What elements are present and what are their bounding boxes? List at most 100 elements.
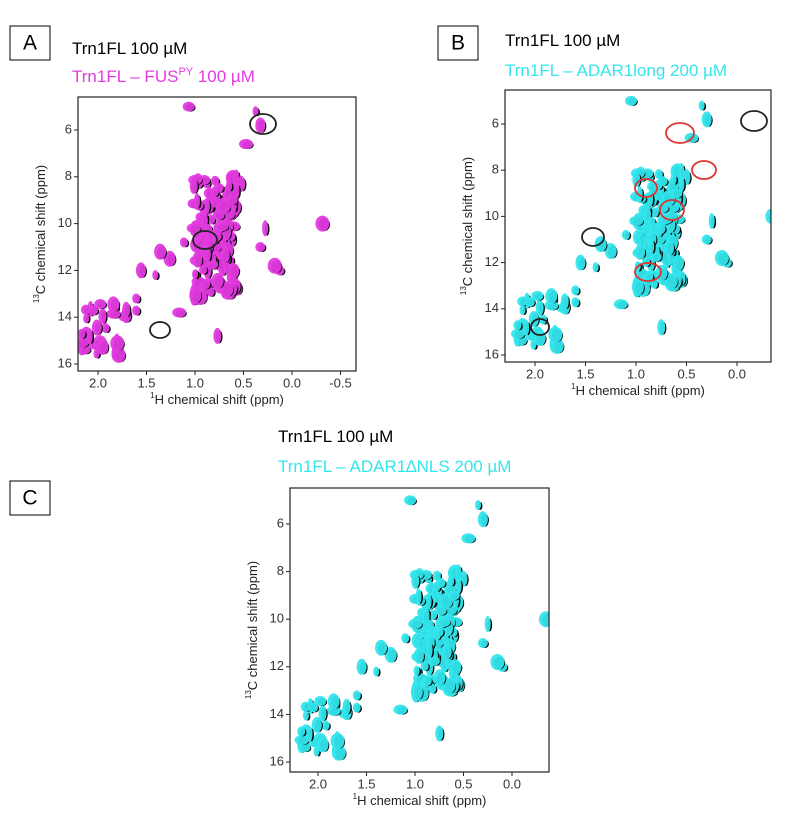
y-axis-sup: 13	[32, 294, 41, 303]
legend-entry: Trn1FL – ADAR1∆NLS 200 µM	[278, 457, 511, 476]
highlight	[665, 122, 695, 144]
peak	[649, 251, 662, 262]
peak	[631, 279, 644, 296]
peak	[330, 732, 345, 749]
peak	[432, 570, 441, 581]
peak	[415, 588, 422, 605]
panel-label-box	[437, 25, 479, 61]
y-axis-sup: 13	[244, 690, 253, 699]
peak	[83, 313, 90, 324]
y-tick-label: 14	[485, 300, 499, 315]
peak	[531, 290, 544, 301]
peak	[426, 641, 433, 658]
panel: A Trn1FL 100 µM Trn1FL – FUSPY 100 µM 2.0 1.…	[9, 25, 357, 407]
peak	[401, 633, 410, 644]
x-tick-label: 1.0	[186, 375, 204, 390]
peak	[650, 207, 659, 218]
y-tick-label: 16	[485, 346, 499, 361]
x-axis-text: H chemical shift (ppm)	[357, 793, 486, 808]
peak	[384, 646, 397, 663]
peak	[642, 256, 651, 267]
x-tick-label: 1.0	[627, 366, 645, 381]
peak	[455, 577, 462, 594]
peak	[421, 608, 430, 625]
peak	[352, 690, 361, 701]
peak	[701, 234, 712, 245]
peak	[96, 338, 109, 355]
peak	[331, 744, 346, 761]
peak	[132, 305, 141, 316]
peak	[435, 577, 446, 588]
peak	[441, 643, 452, 660]
peak	[477, 511, 488, 528]
peak	[300, 701, 311, 712]
peak	[199, 264, 208, 275]
y-tick-label: 16	[270, 753, 284, 768]
peak	[316, 736, 329, 753]
legend-text: 100 µM	[193, 67, 255, 86]
peak	[213, 231, 222, 242]
spectrum	[294, 495, 549, 761]
peak	[315, 215, 330, 232]
peak	[200, 279, 211, 290]
peak	[648, 238, 655, 255]
legend-entry: Trn1FL – FUSPY 100 µM	[72, 66, 255, 87]
peak	[318, 705, 327, 722]
peak	[421, 676, 432, 687]
x-axis-sup: 1	[150, 391, 155, 400]
peak	[484, 615, 491, 632]
y-axis-title: 13C chemical shift (ppm)	[244, 561, 260, 699]
peak	[434, 605, 447, 616]
x-axis-title: 1H chemical shift (ppm)	[353, 792, 487, 808]
peak	[267, 257, 282, 274]
peak	[327, 693, 340, 710]
x-tick-label: 1.0	[406, 776, 424, 791]
x-tick-label: 0.5	[234, 375, 252, 390]
peak	[575, 254, 586, 271]
peak	[203, 197, 210, 214]
peak	[78, 337, 89, 348]
y-tick-label: 12	[485, 254, 499, 269]
x-axis-text: H chemical shift (ppm)	[576, 383, 705, 398]
peak	[132, 293, 141, 304]
peak	[538, 611, 549, 628]
peak	[262, 220, 269, 237]
peak	[571, 285, 580, 296]
peak	[664, 239, 675, 256]
peak	[226, 181, 233, 192]
peak	[152, 270, 159, 281]
peak	[306, 725, 313, 742]
spectrum	[78, 101, 331, 363]
peak	[428, 683, 437, 694]
x-axis-sup: 1	[571, 382, 576, 391]
peak	[225, 195, 238, 206]
peak	[192, 251, 203, 268]
x-tick-label: 2.0	[309, 776, 327, 791]
panel-label: C	[22, 487, 37, 510]
peak	[255, 242, 266, 252]
peak	[523, 319, 530, 336]
peak	[510, 328, 525, 339]
peak	[678, 176, 685, 193]
highlight	[249, 113, 277, 135]
legend-text: Trn1FL – ADAR1long 200 µM	[505, 61, 727, 80]
panel: B Trn1FL 100 µM Trn1FL – ADAR1long 200 µM 2…	[437, 25, 772, 398]
panel: C Trn1FL 100 µM Trn1FL – ADAR1∆NLS 200 µM 2…	[9, 427, 550, 808]
peak	[517, 296, 528, 307]
peak	[708, 213, 715, 230]
peak	[413, 647, 424, 664]
spectrum	[510, 95, 771, 354]
peak	[411, 572, 420, 589]
peak	[461, 533, 476, 544]
y-axis-title: 13C chemical shift (ppm)	[32, 165, 48, 303]
peak	[375, 639, 388, 656]
peak	[621, 229, 630, 240]
peak	[647, 190, 654, 207]
x-tick-label: 0.0	[283, 375, 301, 390]
x-axis-title: 1H chemical shift (ppm)	[150, 391, 284, 407]
peak	[373, 666, 380, 677]
plot-frame	[77, 96, 357, 372]
y-tick-label: 8	[277, 563, 284, 578]
peak	[393, 704, 408, 715]
